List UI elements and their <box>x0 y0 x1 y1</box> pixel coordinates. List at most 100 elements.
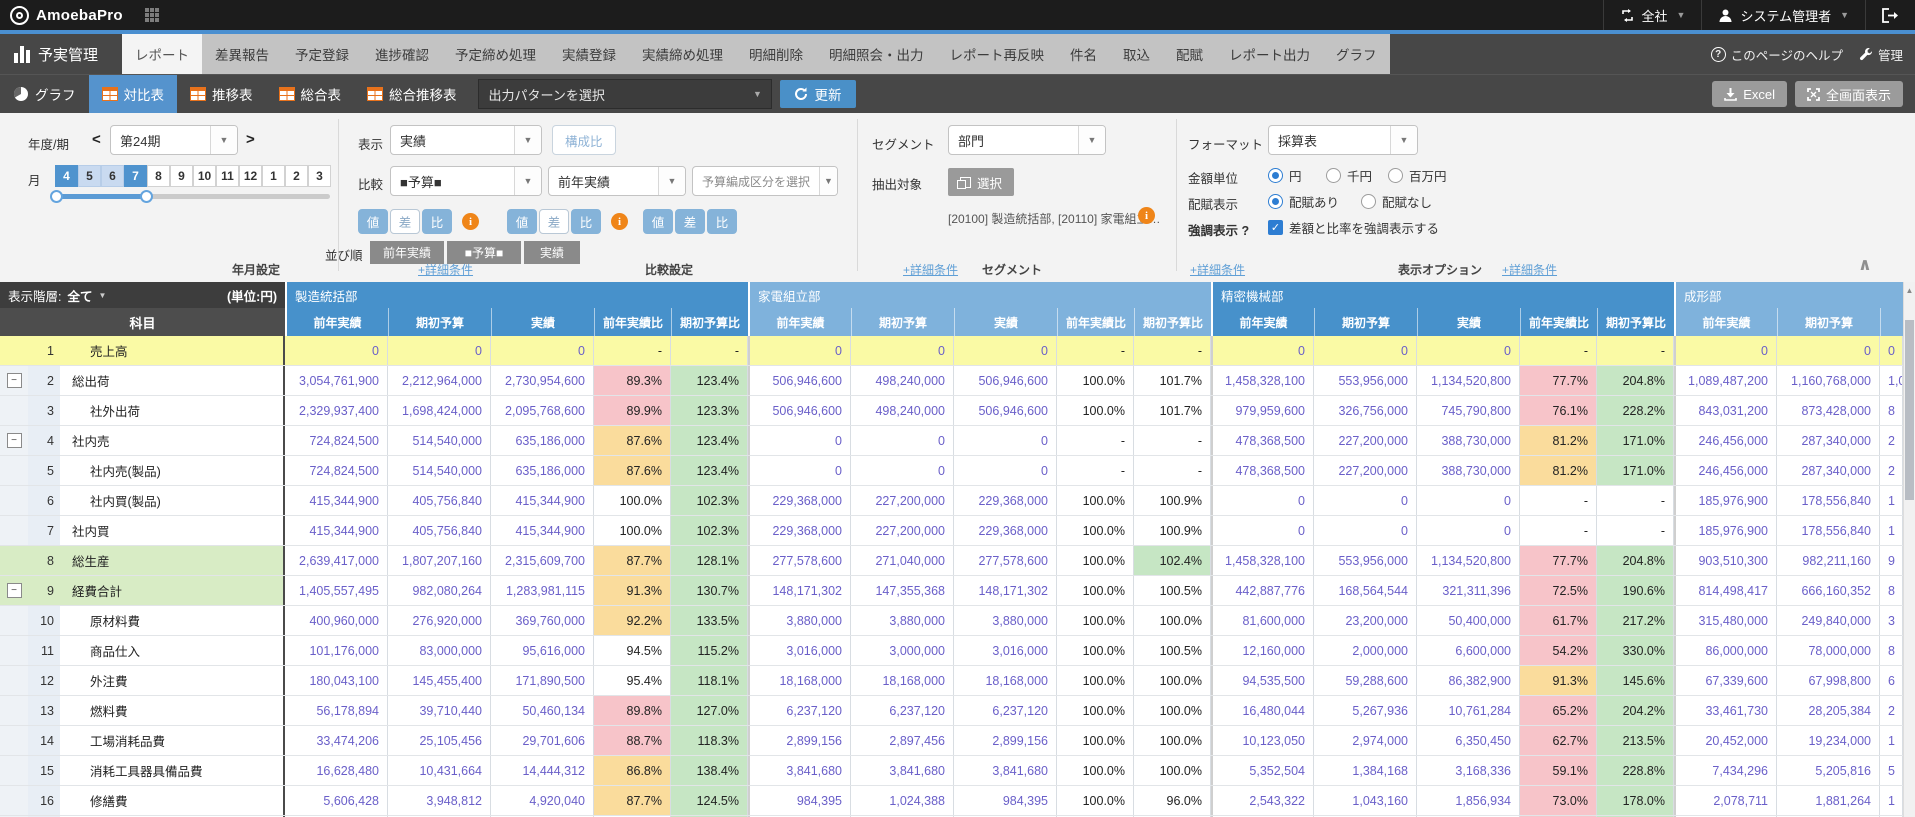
logout-button[interactable] <box>1865 0 1915 30</box>
expand-cell <box>0 666 28 695</box>
tab-レポート[interactable]: レポート <box>122 34 203 74</box>
compare1-select[interactable]: ■予算■ ▼ <box>390 166 542 196</box>
tab-進捗確認[interactable]: 進捗確認 <box>375 48 430 63</box>
month-12[interactable]: 12 <box>239 165 262 187</box>
unit-百万円[interactable]: 百万円 <box>1388 166 1447 185</box>
excel-export-button[interactable]: Excel <box>1712 81 1787 107</box>
pct-cell: 102.4% <box>1134 546 1211 575</box>
tab-差異報告[interactable]: 差異報告 <box>215 48 270 63</box>
view-総合推移表[interactable]: 総合推移表 <box>354 75 470 113</box>
tab-件名[interactable]: 件名 <box>1070 48 1098 63</box>
tab-予定登録[interactable]: 予定登録 <box>295 48 350 63</box>
value-toggle-1[interactable]: 値 <box>358 209 388 234</box>
ratio-toggle-1[interactable]: 比 <box>422 209 452 234</box>
unit-円[interactable]: 円 <box>1268 166 1302 185</box>
ratio-toggle-2[interactable]: 比 <box>571 209 601 234</box>
ratio-toggle-3[interactable]: 比 <box>707 209 737 234</box>
tab-取込[interactable]: 取込 <box>1123 48 1151 63</box>
pct-cell: 87.7% <box>594 546 671 575</box>
tab-予定締め処理[interactable]: 予定締め処理 <box>455 48 537 63</box>
month-slider-handle-end[interactable] <box>140 190 153 203</box>
sort-■予算■[interactable]: ■予算■ <box>447 241 521 264</box>
month-3[interactable]: 3 <box>308 165 331 187</box>
admin-link[interactable]: 管理 <box>1859 45 1903 64</box>
view-グラフ[interactable]: グラフ <box>0 75 89 113</box>
detail-link-options[interactable]: +詳細条件 <box>1502 263 1558 277</box>
display-select[interactable]: 実績 ▼ <box>390 125 542 155</box>
collapse-panel-chevron[interactable]: ∧ <box>1858 255 1872 274</box>
tab-配賦[interactable]: 配賦 <box>1176 48 1204 63</box>
month-slider-track[interactable] <box>57 194 330 199</box>
prev-period-button[interactable]: < <box>92 131 101 148</box>
vertical-scrollbar[interactable]: ▲ <box>1903 282 1915 817</box>
collapse-toggle-icon[interactable]: − <box>6 433 22 448</box>
month-8[interactable]: 8 <box>147 165 170 187</box>
period-select[interactable]: 第24期 ▼ <box>110 125 238 155</box>
budget-kubun-select[interactable]: 予算編成区分を選択 ▼ <box>692 166 838 196</box>
collapse-toggle-icon[interactable]: − <box>6 373 22 388</box>
diff-toggle-3[interactable]: 差 <box>675 209 705 234</box>
page-help-link[interactable]: ? このページのヘルプ <box>1710 45 1843 64</box>
alloc-配賦なし[interactable]: 配賦なし <box>1361 192 1432 211</box>
month-9[interactable]: 9 <box>170 165 193 187</box>
pct-cell: 81.2% <box>1520 456 1597 485</box>
collapse-toggle-icon[interactable]: − <box>6 583 22 598</box>
hierarchy-select[interactable]: 全て <box>67 289 93 304</box>
diff-toggle-1[interactable]: 差 <box>390 209 420 234</box>
unit-千円[interactable]: 千円 <box>1326 166 1372 185</box>
tab-レポート出力[interactable]: レポート出力 <box>1229 48 1311 63</box>
alloc-配賦あり[interactable]: 配賦あり <box>1268 192 1339 211</box>
value-toggle-3[interactable]: 値 <box>643 209 673 234</box>
money-cell: 95,616,000 <box>491 636 594 665</box>
month-11[interactable]: 11 <box>216 165 239 187</box>
tab-実績締め処理[interactable]: 実績締め処理 <box>642 48 724 63</box>
tab-レポート再反映[interactable]: レポート再反映 <box>949 48 1045 63</box>
radio-icon <box>1268 194 1283 209</box>
month-2[interactable]: 2 <box>285 165 308 187</box>
company-switcher[interactable]: 全社 ▼ <box>1602 0 1702 30</box>
money-cell: 0 <box>1314 516 1417 545</box>
tab-グラフ[interactable]: グラフ <box>1336 48 1377 63</box>
month-5[interactable]: 5 <box>78 165 101 187</box>
view-推移表[interactable]: 推移表 <box>177 75 266 113</box>
view-対比表[interactable]: 対比表 <box>88 75 177 113</box>
pct-cell: 100.0% <box>1057 546 1134 575</box>
output-pattern-select[interactable]: 出力パターンを選択 ▼ <box>477 79 772 109</box>
detail-link-compare[interactable]: +詳細条件 <box>903 263 959 277</box>
segment-select[interactable]: 部門 ▼ <box>948 125 1106 155</box>
diff-toggle-2[interactable]: 差 <box>539 209 569 234</box>
sort-前年実績[interactable]: 前年実績 <box>370 241 444 264</box>
info-icon[interactable]: i <box>1138 207 1155 224</box>
copy-icon <box>957 176 971 189</box>
month-slider-handle-start[interactable] <box>50 190 63 203</box>
scrollbar-thumb[interactable] <box>1905 320 1914 500</box>
user-menu[interactable]: システム管理者 ▼ <box>1701 0 1865 30</box>
format-select[interactable]: 採算表 ▼ <box>1268 125 1418 155</box>
tab-明細削除[interactable]: 明細削除 <box>749 48 804 63</box>
pct-cell: 204.8% <box>1597 366 1674 395</box>
month-6[interactable]: 6 <box>101 165 124 187</box>
scroll-up-icon[interactable]: ▲ <box>1905 285 1914 295</box>
col-header-前年実績: 前年実績 <box>1211 308 1314 336</box>
tab-実績登録[interactable]: 実績登録 <box>562 48 617 63</box>
month-10[interactable]: 10 <box>193 165 216 187</box>
next-period-button[interactable]: > <box>246 131 255 148</box>
composition-ratio-button[interactable]: 構成比 <box>552 125 616 155</box>
month-1[interactable]: 1 <box>262 165 285 187</box>
highlight-checkbox[interactable]: ✓ 差額と比率を強調表示する <box>1268 218 1439 237</box>
refresh-button[interactable]: 更新 <box>779 80 856 108</box>
compare2-select[interactable]: 前年実績 ▼ <box>548 166 686 196</box>
view-総合表[interactable]: 総合表 <box>266 75 355 113</box>
month-7[interactable]: 7 <box>124 165 147 187</box>
detail-link-period[interactable]: +詳細条件 <box>418 263 474 277</box>
info-icon[interactable]: i <box>611 213 628 230</box>
segment-select-button[interactable]: 選択 <box>948 168 1015 196</box>
tab-明細照会・出力[interactable]: 明細照会・出力 <box>829 48 924 63</box>
month-4[interactable]: 4 <box>55 165 78 187</box>
apps-grid-icon[interactable] <box>144 7 160 23</box>
value-toggle-2[interactable]: 値 <box>507 209 537 234</box>
detail-link-segment[interactable]: +詳細条件 <box>1190 263 1246 277</box>
fullscreen-button[interactable]: 全画面表示 <box>1794 81 1903 107</box>
sort-実績[interactable]: 実績 <box>524 241 580 264</box>
info-icon[interactable]: i <box>462 213 479 230</box>
